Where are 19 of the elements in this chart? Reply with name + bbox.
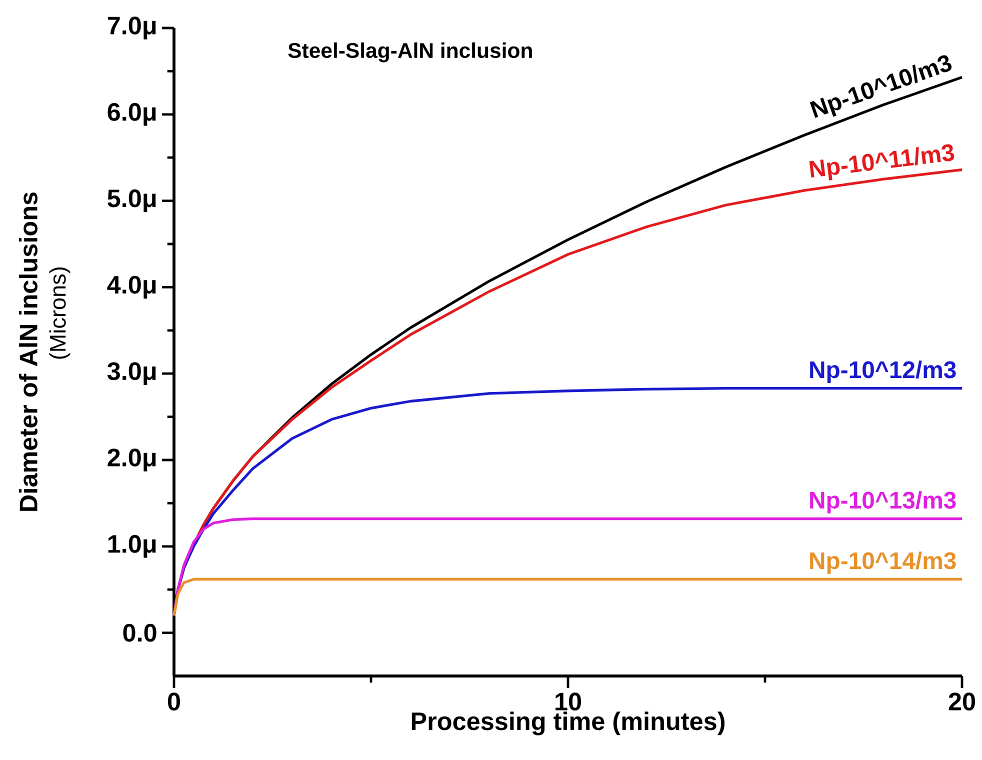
text: (Microns)	[49, 267, 70, 359]
series-label: Np-10^13/m3	[810, 491, 956, 514]
y-tick-label: 7.0μ	[108, 16, 156, 40]
x-tick-label: 0	[168, 692, 180, 711]
x-tick-label: 10	[556, 692, 581, 711]
text: Np-10^11/m3	[809, 144, 954, 180]
x-axis-title: Processing time (minutes)	[412, 712, 724, 736]
y-axis-title: Diameter of AlN inclusions	[18, 192, 38, 511]
y-tick-label: 6.0μ	[108, 103, 156, 126]
y-tick-label: 4.0μ	[107, 276, 156, 299]
text: Steel-Slag-AlN inclusion	[288, 42, 532, 62]
y-tick-label: 3.0μ	[107, 362, 156, 385]
y-tick-label: 0.0	[123, 624, 156, 642]
series-label: Np-10^12/m3	[810, 360, 956, 383]
y-tick-label: 5.0μ	[108, 189, 156, 212]
y-tick-label: 1.0μ	[108, 535, 156, 558]
series-label: Np-10^14/m3	[810, 552, 956, 574]
x-tick-label: 20	[948, 692, 976, 711]
y-tick-label: 2.0μ	[108, 448, 156, 472]
